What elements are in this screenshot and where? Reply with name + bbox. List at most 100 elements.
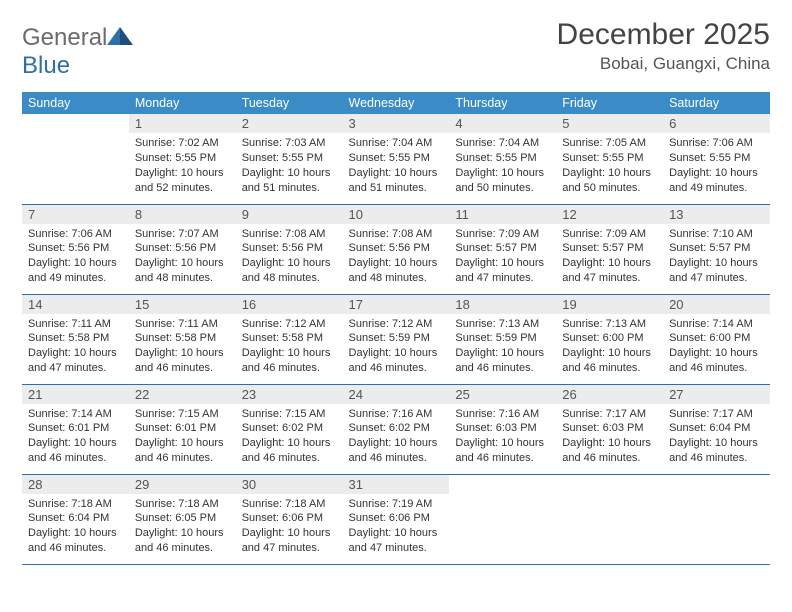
day-details: Sunrise: 7:15 AMSunset: 6:02 PMDaylight:… xyxy=(236,404,343,472)
calendar-cell xyxy=(449,474,556,564)
day-details: Sunrise: 7:17 AMSunset: 6:04 PMDaylight:… xyxy=(663,404,770,472)
day-details: Sunrise: 7:11 AMSunset: 5:58 PMDaylight:… xyxy=(22,314,129,382)
day-number: 21 xyxy=(22,385,129,404)
day-number: 12 xyxy=(556,205,663,224)
day-details: Sunrise: 7:05 AMSunset: 5:55 PMDaylight:… xyxy=(556,133,663,201)
day-number: 22 xyxy=(129,385,236,404)
calendar-cell: 29Sunrise: 7:18 AMSunset: 6:05 PMDayligh… xyxy=(129,474,236,564)
day-details: Sunrise: 7:14 AMSunset: 6:00 PMDaylight:… xyxy=(663,314,770,382)
page-title: December 2025 xyxy=(557,18,770,52)
day-header: Sunday xyxy=(22,92,129,114)
logo-text: GeneralBlue xyxy=(22,24,133,80)
day-details: Sunrise: 7:04 AMSunset: 5:55 PMDaylight:… xyxy=(449,133,556,201)
day-header-row: SundayMondayTuesdayWednesdayThursdayFrid… xyxy=(22,92,770,114)
day-details: Sunrise: 7:13 AMSunset: 6:00 PMDaylight:… xyxy=(556,314,663,382)
day-number: 25 xyxy=(449,385,556,404)
calendar-cell: 24Sunrise: 7:16 AMSunset: 6:02 PMDayligh… xyxy=(343,384,450,474)
day-number: 17 xyxy=(343,295,450,314)
calendar-cell: 30Sunrise: 7:18 AMSunset: 6:06 PMDayligh… xyxy=(236,474,343,564)
calendar-cell: 3Sunrise: 7:04 AMSunset: 5:55 PMDaylight… xyxy=(343,114,450,204)
calendar-cell: 5Sunrise: 7:05 AMSunset: 5:55 PMDaylight… xyxy=(556,114,663,204)
day-details: Sunrise: 7:09 AMSunset: 5:57 PMDaylight:… xyxy=(556,224,663,292)
day-number: 13 xyxy=(663,205,770,224)
day-number: 7 xyxy=(22,205,129,224)
logo-word-1: General xyxy=(22,24,107,51)
calendar-cell: 10Sunrise: 7:08 AMSunset: 5:56 PMDayligh… xyxy=(343,204,450,294)
calendar-cell: 28Sunrise: 7:18 AMSunset: 6:04 PMDayligh… xyxy=(22,474,129,564)
calendar-week: 1Sunrise: 7:02 AMSunset: 5:55 PMDaylight… xyxy=(22,114,770,204)
calendar-cell: 14Sunrise: 7:11 AMSunset: 5:58 PMDayligh… xyxy=(22,294,129,384)
day-number: 19 xyxy=(556,295,663,314)
day-details: Sunrise: 7:18 AMSunset: 6:05 PMDaylight:… xyxy=(129,494,236,562)
day-number: 26 xyxy=(556,385,663,404)
day-details: Sunrise: 7:06 AMSunset: 5:55 PMDaylight:… xyxy=(663,133,770,201)
calendar-week: 28Sunrise: 7:18 AMSunset: 6:04 PMDayligh… xyxy=(22,474,770,564)
calendar-cell: 23Sunrise: 7:15 AMSunset: 6:02 PMDayligh… xyxy=(236,384,343,474)
calendar-cell: 20Sunrise: 7:14 AMSunset: 6:00 PMDayligh… xyxy=(663,294,770,384)
logo-word-2: Blue xyxy=(22,52,70,79)
day-number: 11 xyxy=(449,205,556,224)
day-number: 30 xyxy=(236,475,343,494)
calendar-cell: 13Sunrise: 7:10 AMSunset: 5:57 PMDayligh… xyxy=(663,204,770,294)
day-number: 31 xyxy=(343,475,450,494)
calendar-cell: 4Sunrise: 7:04 AMSunset: 5:55 PMDaylight… xyxy=(449,114,556,204)
calendar-cell: 11Sunrise: 7:09 AMSunset: 5:57 PMDayligh… xyxy=(449,204,556,294)
day-details: Sunrise: 7:11 AMSunset: 5:58 PMDaylight:… xyxy=(129,314,236,382)
day-number: 24 xyxy=(343,385,450,404)
header: GeneralBlue December 2025 Bobai, Guangxi… xyxy=(22,18,770,80)
day-details: Sunrise: 7:07 AMSunset: 5:56 PMDaylight:… xyxy=(129,224,236,292)
calendar-cell: 26Sunrise: 7:17 AMSunset: 6:03 PMDayligh… xyxy=(556,384,663,474)
calendar-cell xyxy=(663,474,770,564)
logo-icon xyxy=(107,24,133,51)
location: Bobai, Guangxi, China xyxy=(557,54,770,74)
day-number: 8 xyxy=(129,205,236,224)
day-details: Sunrise: 7:18 AMSunset: 6:04 PMDaylight:… xyxy=(22,494,129,562)
day-header: Friday xyxy=(556,92,663,114)
day-number: 1 xyxy=(129,114,236,133)
day-number: 9 xyxy=(236,205,343,224)
calendar-cell xyxy=(22,114,129,204)
day-header: Thursday xyxy=(449,92,556,114)
day-number: 2 xyxy=(236,114,343,133)
calendar-table: SundayMondayTuesdayWednesdayThursdayFrid… xyxy=(22,92,770,565)
day-details: Sunrise: 7:13 AMSunset: 5:59 PMDaylight:… xyxy=(449,314,556,382)
day-details: Sunrise: 7:17 AMSunset: 6:03 PMDaylight:… xyxy=(556,404,663,472)
day-number: 14 xyxy=(22,295,129,314)
day-details: Sunrise: 7:08 AMSunset: 5:56 PMDaylight:… xyxy=(236,224,343,292)
day-details: Sunrise: 7:10 AMSunset: 5:57 PMDaylight:… xyxy=(663,224,770,292)
day-details: Sunrise: 7:03 AMSunset: 5:55 PMDaylight:… xyxy=(236,133,343,201)
calendar-week: 7Sunrise: 7:06 AMSunset: 5:56 PMDaylight… xyxy=(22,204,770,294)
day-details: Sunrise: 7:14 AMSunset: 6:01 PMDaylight:… xyxy=(22,404,129,472)
calendar-cell: 27Sunrise: 7:17 AMSunset: 6:04 PMDayligh… xyxy=(663,384,770,474)
calendar-cell: 6Sunrise: 7:06 AMSunset: 5:55 PMDaylight… xyxy=(663,114,770,204)
day-details: Sunrise: 7:08 AMSunset: 5:56 PMDaylight:… xyxy=(343,224,450,292)
calendar-week: 14Sunrise: 7:11 AMSunset: 5:58 PMDayligh… xyxy=(22,294,770,384)
calendar-cell: 12Sunrise: 7:09 AMSunset: 5:57 PMDayligh… xyxy=(556,204,663,294)
calendar-cell: 2Sunrise: 7:03 AMSunset: 5:55 PMDaylight… xyxy=(236,114,343,204)
calendar-cell: 18Sunrise: 7:13 AMSunset: 5:59 PMDayligh… xyxy=(449,294,556,384)
day-details: Sunrise: 7:12 AMSunset: 5:59 PMDaylight:… xyxy=(343,314,450,382)
calendar-cell: 17Sunrise: 7:12 AMSunset: 5:59 PMDayligh… xyxy=(343,294,450,384)
calendar-cell: 9Sunrise: 7:08 AMSunset: 5:56 PMDaylight… xyxy=(236,204,343,294)
day-details: Sunrise: 7:09 AMSunset: 5:57 PMDaylight:… xyxy=(449,224,556,292)
day-number: 18 xyxy=(449,295,556,314)
day-number: 16 xyxy=(236,295,343,314)
day-header: Wednesday xyxy=(343,92,450,114)
day-details: Sunrise: 7:02 AMSunset: 5:55 PMDaylight:… xyxy=(129,133,236,201)
day-header: Monday xyxy=(129,92,236,114)
calendar-cell: 8Sunrise: 7:07 AMSunset: 5:56 PMDaylight… xyxy=(129,204,236,294)
calendar-cell: 7Sunrise: 7:06 AMSunset: 5:56 PMDaylight… xyxy=(22,204,129,294)
day-details: Sunrise: 7:16 AMSunset: 6:02 PMDaylight:… xyxy=(343,404,450,472)
calendar-cell: 25Sunrise: 7:16 AMSunset: 6:03 PMDayligh… xyxy=(449,384,556,474)
day-number: 23 xyxy=(236,385,343,404)
calendar-cell: 1Sunrise: 7:02 AMSunset: 5:55 PMDaylight… xyxy=(129,114,236,204)
calendar-cell: 16Sunrise: 7:12 AMSunset: 5:58 PMDayligh… xyxy=(236,294,343,384)
day-number: 3 xyxy=(343,114,450,133)
title-block: December 2025 Bobai, Guangxi, China xyxy=(557,18,770,74)
day-details: Sunrise: 7:18 AMSunset: 6:06 PMDaylight:… xyxy=(236,494,343,562)
calendar-cell: 19Sunrise: 7:13 AMSunset: 6:00 PMDayligh… xyxy=(556,294,663,384)
day-number: 6 xyxy=(663,114,770,133)
day-details: Sunrise: 7:12 AMSunset: 5:58 PMDaylight:… xyxy=(236,314,343,382)
calendar-cell: 22Sunrise: 7:15 AMSunset: 6:01 PMDayligh… xyxy=(129,384,236,474)
calendar-cell xyxy=(556,474,663,564)
